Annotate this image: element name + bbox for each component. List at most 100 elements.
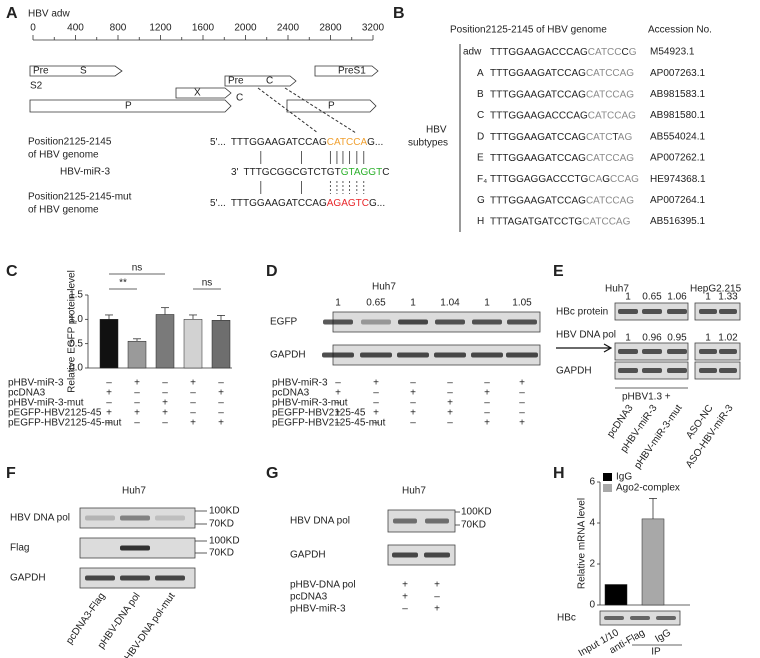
panel-title: Huh7: [402, 486, 426, 497]
accession: HE974368.1: [650, 174, 706, 185]
panel-label: E: [553, 263, 564, 280]
condition-sign: –: [373, 398, 379, 409]
zoom-line: [257, 87, 319, 134]
condition-sign: –: [134, 418, 140, 429]
sequence-segment: TTTGGAGGACCCTG: [490, 174, 589, 185]
scale-label: 1600: [192, 23, 215, 34]
sequence-segment: TTTGCGGCGTCTGT: [243, 167, 340, 178]
sequence-segment: TTTGGAAGATCCAG: [490, 195, 586, 206]
condition-label: pHBV-miR-3: [290, 604, 346, 615]
condition-label: pcDNA3: [272, 388, 310, 399]
condition-sign: +: [373, 408, 379, 419]
blot-band: [618, 309, 638, 314]
sequence-segment: CATCCAG: [586, 153, 634, 164]
marker-label: 70KD: [209, 519, 234, 530]
condition-sign: +: [134, 408, 140, 419]
blot-band: [424, 552, 450, 558]
sequence-segment: G...: [369, 198, 385, 209]
marker-label: 70KD: [461, 520, 486, 531]
condition-sign: +: [106, 388, 112, 399]
quantity: 1: [625, 333, 631, 344]
annotation: ns: [202, 278, 213, 289]
blot-band: [699, 368, 717, 373]
condition-sign: –: [335, 398, 341, 409]
blot-band: [392, 552, 418, 558]
condition-sign: –: [106, 418, 112, 429]
quantity: 1.05: [512, 298, 532, 309]
sequence-segment: CATCC: [588, 47, 622, 58]
bar: [604, 584, 628, 606]
sequence-label: of HBV genome: [28, 205, 99, 216]
annotation: ns: [132, 263, 143, 274]
sequence-label: Position2125-2145: [28, 137, 112, 148]
blot-label: GAPDH: [270, 350, 306, 361]
sequence-label: HBV-miR-3: [60, 167, 110, 178]
condition-sign: –: [410, 418, 416, 429]
subtype-name: adw: [463, 47, 482, 58]
marker-label: 100KD: [209, 506, 240, 517]
quantity: 1.02: [718, 333, 738, 344]
blot-band: [435, 319, 465, 325]
gene-label: X: [194, 88, 201, 99]
cell-line: Huh7: [605, 284, 629, 295]
panel-label: F: [6, 465, 16, 482]
condition-label: pHBV-miR-3-mut: [8, 398, 84, 409]
blot-band: [667, 309, 687, 314]
blot-label: GAPDH: [290, 550, 326, 561]
condition-sign: +: [218, 388, 224, 399]
blot-band: [155, 515, 185, 521]
subtype-name: B: [477, 89, 484, 100]
gene-label: C: [236, 93, 243, 104]
accession: AB516395.1: [650, 216, 705, 227]
blot-band: [642, 309, 662, 314]
marker-label: 70KD: [209, 548, 234, 559]
blot-band: [719, 349, 737, 354]
blot-label: HBV DNA pol: [10, 513, 70, 524]
accession: AB981583.1: [650, 89, 705, 100]
blot-band: [322, 352, 354, 358]
sequence-segment: CA: [588, 174, 602, 185]
lane-label: IgG: [653, 627, 673, 645]
condition-sign: +: [335, 408, 341, 419]
sequence: TTTGGAGGACCCTGCAGCCAG: [490, 174, 639, 185]
blot-label: Flag: [10, 543, 29, 554]
gene-label: P: [328, 101, 335, 112]
subtype-name: H: [477, 216, 484, 227]
condition-sign: –: [106, 398, 112, 409]
panel-title: Huh7: [372, 282, 396, 293]
panel-title: HBV adw: [28, 9, 70, 20]
bar: [183, 319, 203, 369]
column-header: Accession No.: [648, 25, 712, 36]
quantity: 1.06: [667, 292, 687, 303]
condition-sign: +: [484, 388, 490, 399]
condition-sign: +: [190, 418, 196, 429]
sequence: 5'... TTTGGAAGATCCAGAGAGTCG...: [210, 198, 385, 209]
blot-band: [155, 575, 185, 581]
blot: [387, 544, 456, 566]
y-tick-label: 1.5: [69, 290, 83, 301]
blot-band: [656, 616, 676, 620]
blot-label: HBc protein: [556, 307, 608, 318]
y-tick-label: 4: [589, 518, 595, 529]
condition-sign: +: [106, 408, 112, 419]
condition-sign: –: [410, 398, 416, 409]
blot: [694, 302, 741, 321]
condition-sign: –: [134, 398, 140, 409]
accession: M54923.1: [650, 47, 695, 58]
blot-band: [85, 546, 115, 551]
panel-label: H: [553, 465, 565, 482]
panel-label: D: [266, 263, 278, 280]
bar: [211, 320, 231, 369]
gene-label: C: [266, 76, 273, 87]
y-axis-label: Relative EGFP protein level: [67, 270, 78, 393]
quantity: 1: [705, 333, 711, 344]
gene-box: [175, 87, 232, 99]
cell-line: HepG2.215: [690, 284, 742, 295]
quantity: 0.65: [366, 298, 386, 309]
group-label: HBV: [426, 125, 447, 136]
condition-label: pEGFP-HBV2125-45-mut: [272, 418, 386, 429]
legend-label: IgG: [616, 472, 632, 483]
condition-sign: +: [335, 388, 341, 399]
blot-band: [618, 368, 638, 373]
condition-sign: –: [373, 418, 379, 429]
